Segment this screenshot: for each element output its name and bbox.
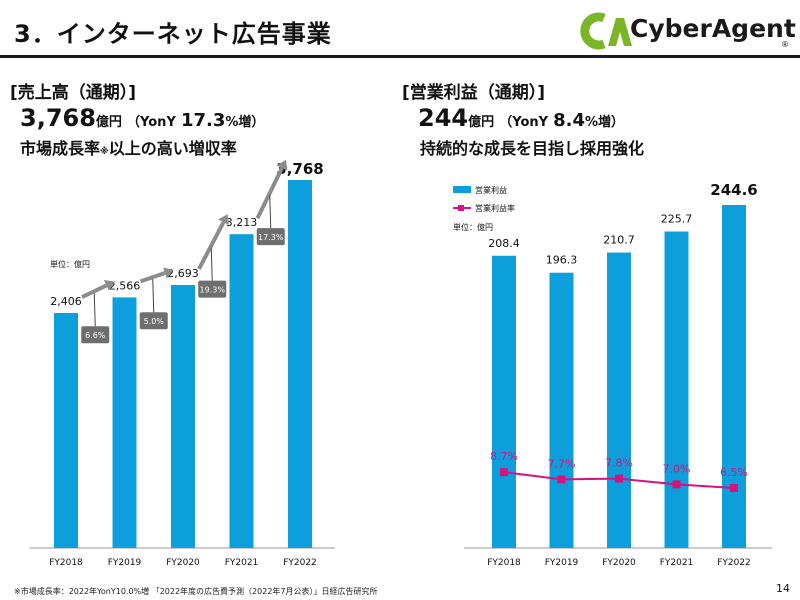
margin-label: 7.0%: [663, 462, 691, 475]
logo-wordmark: CyberAgent: [630, 14, 796, 43]
profit-bar: [549, 272, 574, 548]
left-tagline-b: 以上の高い増収率: [108, 139, 237, 158]
revenue-value-label: 2,693: [167, 267, 199, 280]
x-tick-label: FY2018: [49, 558, 83, 568]
profit-bar: [492, 255, 516, 548]
growth-box-connector: [152, 279, 155, 313]
right-tagline: 持続的な成長を目指し採用強化: [420, 139, 645, 158]
revenue-bar: [112, 297, 137, 548]
legend-swatch-bar: [453, 186, 471, 193]
left-yoy-suffix: %増）: [225, 115, 265, 130]
x-tick-label: FY2019: [545, 558, 579, 568]
left-tagline-note: ※: [100, 147, 109, 157]
legend-label-bar: 営業利益: [475, 185, 507, 195]
growth-arrow-head: [218, 214, 229, 225]
right-headline-unit: 億円: [468, 115, 495, 130]
margin-marker: [500, 468, 508, 477]
page-title: 3．インターネット広告事業: [14, 20, 332, 48]
revenue-value-label: 2,406: [50, 295, 82, 308]
revenue-bar: [54, 313, 78, 548]
margin-label: 8.7%: [490, 450, 518, 463]
profit-value-label: 210.7: [603, 234, 635, 247]
growth-box: [256, 228, 285, 246]
cyberagent-logo: [580, 12, 632, 50]
growth-label: 5.0%: [144, 317, 165, 326]
x-tick-label: FY2021: [225, 558, 259, 568]
margin-marker: [672, 480, 681, 489]
margin-label: 7.7%: [548, 457, 576, 470]
right-headline-value: 244: [418, 104, 469, 132]
footnote: ※市場成長率：2022年YonY10.0%増 「2022年度の広告費予測（202…: [14, 587, 378, 596]
unit-label: 単位：億円: [50, 259, 90, 269]
logo-trademark: ®: [781, 40, 789, 49]
x-tick-label: FY2020: [166, 558, 200, 568]
margin-marker: [557, 475, 566, 484]
profit-value-label: 208.4: [488, 237, 520, 250]
growth-arrow-line: [197, 221, 226, 270]
growth-arrow-head: [103, 279, 115, 291]
growth-label: 6.6%: [85, 331, 106, 340]
growth-box: [198, 280, 227, 298]
ca-logo-icon: [580, 12, 632, 50]
unit-label: 単位：億円: [453, 222, 493, 232]
growth-label: 17.3%: [258, 233, 284, 242]
left-headline-unit: 億円: [95, 115, 122, 130]
left-yoy-value: 17.3: [180, 110, 226, 131]
revenue-value-label: 2,566: [109, 279, 141, 292]
left-headline: 3,768億円 （YonY 17.3%増）: [20, 104, 264, 132]
left-section-label: [売上高（通期）]: [10, 83, 137, 103]
x-tick-label: FY2018: [487, 558, 521, 568]
growth-box: [139, 312, 168, 330]
left-tagline: 市場成長率※以上の高い増収率: [20, 135, 237, 159]
left-yoy-prefix: （YonY: [127, 115, 176, 130]
x-tick-label: FY2022: [717, 558, 751, 568]
header-rule: [0, 55, 800, 58]
revenue-bar: [288, 180, 312, 548]
revenue-bar: [229, 234, 254, 548]
growth-box: [81, 326, 110, 344]
x-tick-label: FY2022: [283, 558, 317, 568]
right-headline: 244億円 （YonY 8.4%増）: [418, 104, 624, 132]
margin-label: 6.5%: [720, 466, 748, 479]
growth-arrow-head: [163, 267, 174, 279]
profit-value-label: 196.3: [546, 254, 578, 267]
left-headline-value: 3,768: [20, 104, 96, 132]
x-tick-label: FY2020: [602, 558, 636, 568]
growth-arrow-head: [276, 159, 288, 171]
revenue-bar: [171, 284, 195, 548]
right-section-label: [営業利益（通期）]: [402, 83, 546, 103]
legend-label-line: 営業利益率: [475, 203, 515, 213]
growth-arrow-line: [139, 271, 166, 284]
left-tagline-a: 市場成長率: [20, 139, 101, 158]
margin-marker: [615, 474, 623, 483]
growth-box-connector: [269, 195, 272, 229]
legend-swatch-marker: [458, 205, 464, 211]
right-yoy-value: 8.4: [553, 110, 586, 131]
profit-value-label: 225.7: [661, 213, 693, 226]
growth-box-connector: [210, 247, 213, 281]
margin-marker: [730, 484, 738, 492]
x-tick-label: FY2019: [108, 558, 142, 568]
profit-bar: [664, 231, 689, 548]
growth-box-connector: [93, 293, 96, 327]
growth-arrow-line: [255, 167, 284, 220]
revenue-chart: 単位：億円 2,406 FY2018 2,566 FY2019 2,693 FY2020 3,…: [30, 159, 335, 568]
right-yoy-suffix: %増）: [585, 115, 625, 130]
revenue-value-label: 3,213: [226, 216, 258, 229]
revenue-value-label: 3,768: [276, 160, 323, 178]
growth-label: 19.3%: [200, 286, 226, 295]
growth-arrow-line: [81, 283, 108, 299]
right-yoy-prefix: （YonY: [499, 115, 549, 130]
page-number: 14: [776, 582, 790, 595]
margin-label: 7.8%: [605, 457, 633, 470]
profit-bar: [722, 205, 746, 548]
x-tick-label: FY2021: [660, 558, 694, 568]
profit-bar: [607, 252, 631, 549]
profit-value-label: 244.6: [710, 181, 757, 199]
